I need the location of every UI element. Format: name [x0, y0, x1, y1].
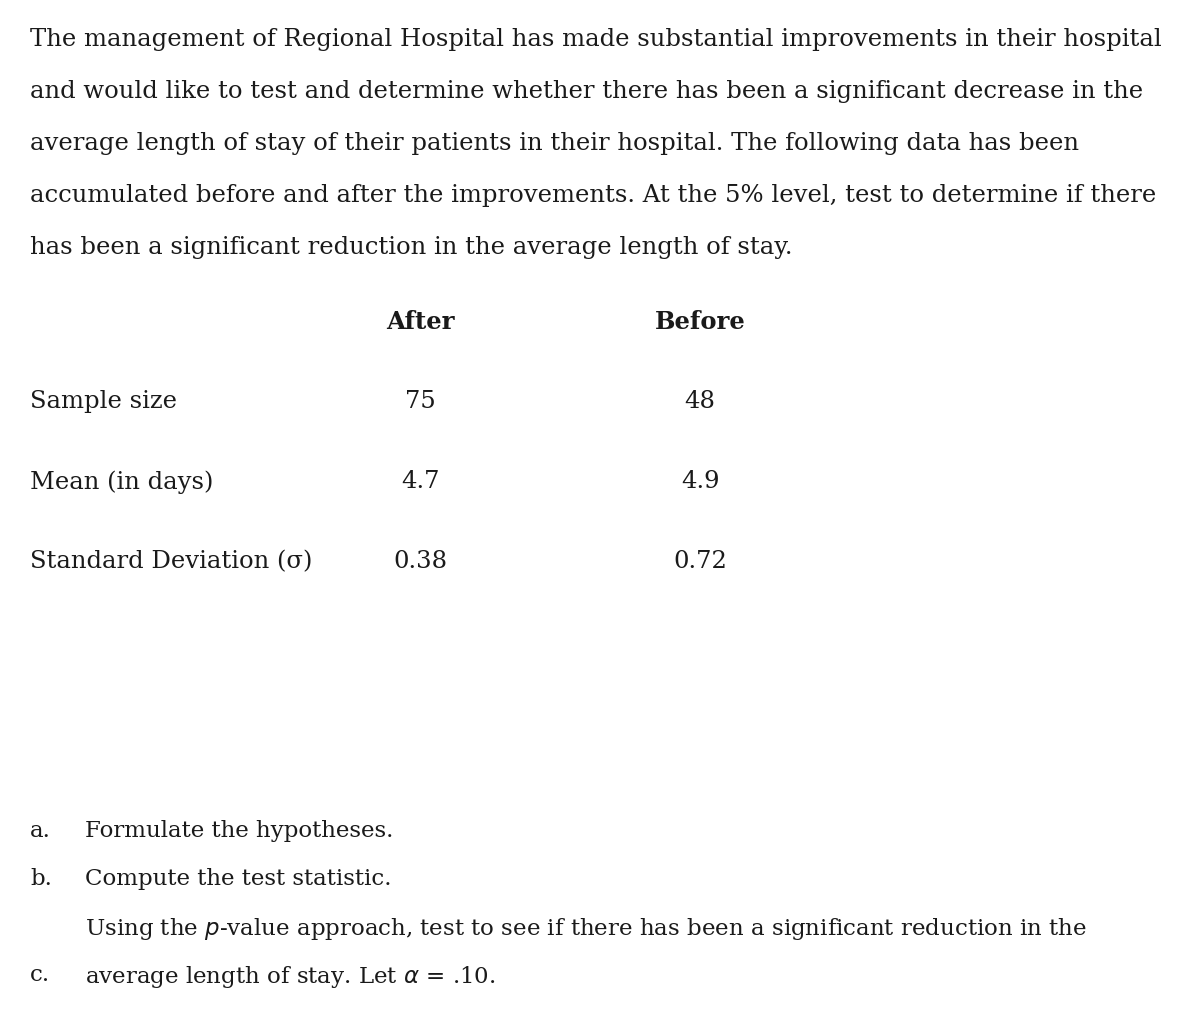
Text: c.: c.: [30, 964, 50, 986]
Text: Sample size: Sample size: [30, 390, 178, 413]
Text: has been a significant reduction in the average length of stay.: has been a significant reduction in the …: [30, 236, 792, 259]
Text: Formulate the hypotheses.: Formulate the hypotheses.: [85, 820, 394, 842]
Text: 0.38: 0.38: [394, 550, 446, 573]
Text: 0.72: 0.72: [673, 550, 727, 573]
Text: average length of stay of their patients in their hospital. The following data h: average length of stay of their patients…: [30, 132, 1079, 155]
Text: a.: a.: [30, 820, 50, 842]
Text: After: After: [385, 310, 455, 334]
Text: and would like to test and determine whether there has been a significant decrea: and would like to test and determine whe…: [30, 80, 1144, 103]
Text: average length of stay. Let $\alpha$ = .10.: average length of stay. Let $\alpha$ = .…: [85, 964, 496, 990]
Text: 4.9: 4.9: [680, 470, 719, 493]
Text: Standard Deviation (σ): Standard Deviation (σ): [30, 550, 312, 573]
Text: The management of Regional Hospital has made substantial improvements in their h: The management of Regional Hospital has …: [30, 28, 1162, 51]
Text: b.: b.: [30, 868, 52, 890]
Text: Compute the test statistic.: Compute the test statistic.: [85, 868, 391, 890]
Text: 75: 75: [404, 390, 436, 413]
Text: accumulated before and after the improvements. At the 5% level, test to determin: accumulated before and after the improve…: [30, 184, 1157, 207]
Text: Mean (in days): Mean (in days): [30, 470, 214, 493]
Text: Before: Before: [655, 310, 745, 334]
Text: Using the $p$-value approach, test to see if there has been a significant reduct: Using the $p$-value approach, test to se…: [85, 916, 1087, 942]
Text: 4.7: 4.7: [401, 470, 439, 493]
Text: 48: 48: [684, 390, 715, 413]
